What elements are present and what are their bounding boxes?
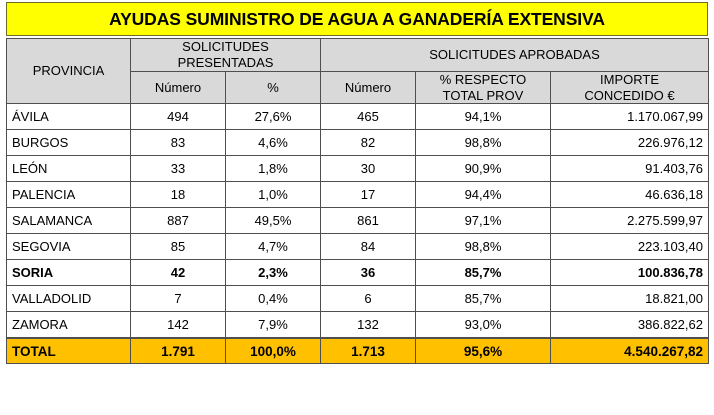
table-row: LEÓN 33 1,8% 30 90,9% 91.403,76 <box>6 155 709 183</box>
cell-presentadas-porcentaje: 2,3% <box>225 259 321 287</box>
header-row-subcolumns: Número % Número % RESPECTO TOTAL PROV IM… <box>7 70 709 105</box>
header-row-groups: PROVINCIA SOLICITUDES PRESENTADAS SOLICI… <box>6 37 709 105</box>
table-row: ZAMORA 142 7,9% 132 93,0% 386.822,62 <box>6 311 709 339</box>
group-presentadas-line2: PRESENTADAS <box>177 54 274 70</box>
cell-aprobadas-numero: 30 <box>320 155 416 183</box>
cell-provincia: PALENCIA <box>6 181 131 209</box>
cell-aprobadas-numero: 17 <box>320 181 416 209</box>
cell-importe-concedido: 18.821,00 <box>550 285 709 313</box>
cell-presentadas-numero: 7 <box>130 285 226 313</box>
cell-aprobadas-numero: 84 <box>320 233 416 261</box>
cell-aprobadas-porcentaje: 85,7% <box>415 259 551 287</box>
cell-importe-concedido: 91.403,76 <box>550 155 709 183</box>
cell-aprobadas-porcentaje: 90,9% <box>415 155 551 183</box>
cell-presentadas-porcentaje: 4,7% <box>225 233 321 261</box>
cell-importe-concedido: 46.636,18 <box>550 181 709 209</box>
group-presentadas-line1: SOLICITUDES <box>182 39 269 54</box>
cell-presentadas-porcentaje: 4,6% <box>225 129 321 157</box>
aid-summary-table: PROVINCIA SOLICITUDES PRESENTADAS SOLICI… <box>6 37 709 365</box>
cell-presentadas-numero: 33 <box>130 155 226 183</box>
table-row: BURGOS 83 4,6% 82 98,8% 226.976,12 <box>6 129 709 157</box>
total-importe-concedido: 4.540.267,82 <box>550 336 709 365</box>
cell-aprobadas-porcentaje: 94,1% <box>415 103 551 131</box>
total-aprobadas-porcentaje: 95,6% <box>415 336 551 365</box>
cell-aprobadas-numero: 861 <box>320 207 416 235</box>
cell-provincia: BURGOS <box>6 129 131 157</box>
column-header-presentadas-porcentaje: % <box>225 70 321 105</box>
cell-aprobadas-porcentaje: 94,4% <box>415 181 551 209</box>
column-header-importe-concedido: IMPORTE CONCEDIDO € <box>550 70 709 105</box>
table-row: VALLADOLID 7 0,4% 6 85,7% 18.821,00 <box>6 285 709 313</box>
table-body: ÁVILA 494 27,6% 465 94,1% 1.170.067,99 BURGOS 8… <box>6 103 709 339</box>
cell-aprobadas-porcentaje: 97,1% <box>415 207 551 235</box>
cell-provincia: ÁVILA <box>6 103 131 131</box>
cell-aprobadas-porcentaje: 98,8% <box>415 129 551 157</box>
total-aprobadas-numero: 1.713 <box>320 336 416 365</box>
page-title: AYUDAS SUMINISTRO DE AGUA A GANADERÍA EX… <box>109 8 605 29</box>
cell-presentadas-porcentaje: 1,0% <box>225 181 321 209</box>
column-header-provincia: PROVINCIA <box>6 37 131 105</box>
cell-importe-concedido: 2.275.599,97 <box>550 207 709 235</box>
cell-provincia: VALLADOLID <box>6 285 131 313</box>
cell-provincia: SALAMANCA <box>6 207 131 235</box>
total-presentadas-numero: 1.791 <box>130 336 226 365</box>
cell-presentadas-numero: 887 <box>130 207 226 235</box>
importe-line1: IMPORTE <box>600 71 659 87</box>
cell-importe-concedido: 100.836,78 <box>550 259 709 287</box>
cell-importe-concedido: 226.976,12 <box>550 129 709 157</box>
cell-presentadas-numero: 18 <box>130 181 226 209</box>
column-header-porcentaje-respecto-total-prov: % RESPECTO TOTAL PROV <box>415 70 551 105</box>
cell-provincia: SEGOVIA <box>6 233 131 261</box>
table-row: SEGOVIA 85 4,7% 84 98,8% 223.103,40 <box>6 233 709 261</box>
cell-importe-concedido: 386.822,62 <box>550 311 709 339</box>
cell-presentadas-numero: 85 <box>130 233 226 261</box>
cell-presentadas-porcentaje: 49,5% <box>225 207 321 235</box>
table-row: SORIA 42 2,3% 36 85,7% 100.836,78 <box>6 259 709 287</box>
cell-aprobadas-porcentaje: 93,0% <box>415 311 551 339</box>
cell-presentadas-numero: 494 <box>130 103 226 131</box>
cell-aprobadas-numero: 82 <box>320 129 416 157</box>
cell-presentadas-porcentaje: 7,9% <box>225 311 321 339</box>
cell-presentadas-numero: 83 <box>130 129 226 157</box>
table-title-banner: AYUDAS SUMINISTRO DE AGUA A GANADERÍA EX… <box>6 2 708 36</box>
table-row: ÁVILA 494 27,6% 465 94,1% 1.170.067,99 <box>6 103 709 131</box>
table-footer: TOTAL 1.791 100,0% 1.713 95,6% 4.540.267… <box>6 336 709 365</box>
cell-aprobadas-numero: 36 <box>320 259 416 287</box>
column-group-solicitudes-aprobadas: SOLICITUDES APROBADAS <box>320 38 709 72</box>
cell-presentadas-porcentaje: 0,4% <box>225 285 321 313</box>
table-row: PALENCIA 18 1,0% 17 94,4% 46.636,18 <box>6 181 709 209</box>
cell-presentadas-porcentaje: 1,8% <box>225 155 321 183</box>
cell-presentadas-numero: 42 <box>130 259 226 287</box>
pct-respecto-line1: % RESPECTO <box>439 71 527 87</box>
total-presentadas-porcentaje: 100,0% <box>225 336 321 365</box>
cell-aprobadas-numero: 465 <box>320 103 416 131</box>
cell-importe-concedido: 1.170.067,99 <box>550 103 709 131</box>
table-header: PROVINCIA SOLICITUDES PRESENTADAS SOLICI… <box>6 37 709 105</box>
cell-aprobadas-numero: 6 <box>320 285 416 313</box>
cell-presentadas-numero: 142 <box>130 311 226 339</box>
column-group-solicitudes-presentadas: SOLICITUDES PRESENTADAS <box>130 38 321 72</box>
column-header-aprobadas-numero: Número <box>320 70 416 105</box>
cell-aprobadas-porcentaje: 85,7% <box>415 285 551 313</box>
cell-presentadas-porcentaje: 27,6% <box>225 103 321 131</box>
total-label: TOTAL <box>6 336 131 365</box>
cell-importe-concedido: 223.103,40 <box>550 233 709 261</box>
table-row: SALAMANCA 887 49,5% 861 97,1% 2.275.599,97 <box>6 207 709 235</box>
cell-aprobadas-numero: 132 <box>320 311 416 339</box>
cell-provincia: LEÓN <box>6 155 131 183</box>
cell-provincia: SORIA <box>6 259 131 287</box>
cell-aprobadas-porcentaje: 98,8% <box>415 233 551 261</box>
importe-line2: CONCEDIDO € <box>584 87 675 103</box>
cell-provincia: ZAMORA <box>6 311 131 339</box>
table-row-total: TOTAL 1.791 100,0% 1.713 95,6% 4.540.267… <box>6 336 709 365</box>
column-header-presentadas-numero: Número <box>130 70 226 105</box>
pct-respecto-line2: TOTAL PROV <box>442 87 524 103</box>
